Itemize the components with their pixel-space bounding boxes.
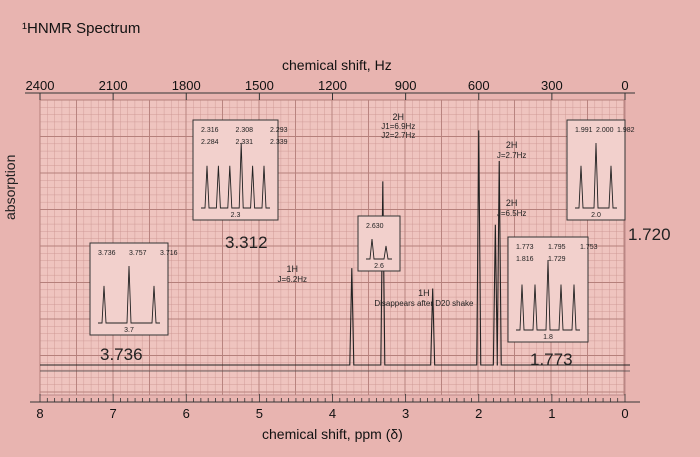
inset-box xyxy=(357,215,401,272)
peak-coupling-label: J1=6.9Hz xyxy=(381,122,415,131)
inset-box xyxy=(192,119,279,221)
inset-trace xyxy=(98,265,160,324)
inset-peak-label: 3.736 xyxy=(98,250,116,257)
peak-coupling-label: J2=2.7Hz xyxy=(381,131,415,140)
peak-multiplicity-label: 1H xyxy=(287,264,299,274)
bottom-axis-tick-label: 2 xyxy=(475,406,482,421)
inset-peak-label: 2.293 xyxy=(270,127,288,134)
peak-multiplicity-label: 2H xyxy=(393,112,405,122)
inset-big-label: 3.736 xyxy=(100,345,143,364)
inset-box xyxy=(89,242,169,336)
top-axis-tick-label: 600 xyxy=(468,78,490,93)
bottom-axis-tick-label: 1 xyxy=(548,406,555,421)
inset-trace xyxy=(575,142,617,209)
top-axis-tick-label: 900 xyxy=(395,78,417,93)
inset-center-label: 3.7 xyxy=(124,327,134,334)
inset-peak-label: 1.729 xyxy=(548,256,566,263)
bottom-axis-tick-label: 3 xyxy=(402,406,409,421)
inset-peak-label: 1.991 xyxy=(575,127,593,134)
top-axis-tick-label: 0 xyxy=(621,78,628,93)
top-axis-tick-label: 1500 xyxy=(245,78,274,93)
expansion-insets: 3.736 3.757 3.716 3.7 3.736 2.316 2.308 2.293 2.… xyxy=(89,119,671,369)
bottom-axis-tick-label: 8 xyxy=(36,406,43,421)
bottom-axis: 8 7 6 5 4 3 2 1 0 xyxy=(30,394,640,421)
bottom-axis-tick-label: 5 xyxy=(256,406,263,421)
inset-peak-label: 2.630 xyxy=(366,223,384,230)
bottom-axis-tick-label: 0 xyxy=(621,406,628,421)
inset-trace xyxy=(201,142,270,209)
bottom-axis-label: chemical shift, ppm (δ) xyxy=(262,426,403,442)
inset-peak-label: 2.284 xyxy=(201,139,219,146)
inset-center-label: 2.3 xyxy=(231,212,241,219)
inset-center-label: 1.8 xyxy=(543,334,553,341)
inset-trace xyxy=(516,259,580,331)
inset-big-label: 3.312 xyxy=(225,233,268,252)
top-axis-tick-label: 2400 xyxy=(26,78,55,93)
bottom-axis-tick-label: 7 xyxy=(110,406,117,421)
bottom-axis-tick-label: 6 xyxy=(183,406,190,421)
inset-box xyxy=(566,119,626,221)
peak-multiplicity-label: 2H xyxy=(506,198,518,208)
inset-trace xyxy=(366,238,392,260)
inset-peak-label: 3.757 xyxy=(129,250,147,257)
peak-coupling-label: J=6.5Hz xyxy=(497,209,527,218)
inset-peak-label: 2.331 xyxy=(236,139,254,146)
inset-peak-label: 1.795 xyxy=(548,244,566,251)
bottom-axis-tick-label: 4 xyxy=(329,406,336,421)
inset-peak-label: 1.816 xyxy=(516,256,534,263)
inset-peak-label: 2.308 xyxy=(236,127,254,134)
peak-multiplicity-label: 1H xyxy=(418,288,430,298)
inset-peak-label: 2.316 xyxy=(201,127,219,134)
top-axis-tick-label: 2100 xyxy=(99,78,128,93)
top-axis-tick-label: 1800 xyxy=(172,78,201,93)
peak-coupling-label: J=6.2Hz xyxy=(277,275,307,284)
spectrum-trace xyxy=(40,130,630,366)
inset-peak-label: 1.982 xyxy=(617,127,635,134)
inset-big-label: 1.720 xyxy=(628,225,671,244)
top-axis: 2400 2100 1800 1500 1200 900 600 300 0 xyxy=(25,78,635,100)
inset-peak-label: 2.000 xyxy=(596,127,614,134)
inset-peak-label: 1.753 xyxy=(580,244,598,251)
top-axis-label: chemical shift, Hz xyxy=(282,57,392,73)
inset-center-label: 2.6 xyxy=(374,263,384,270)
inset-peak-label: 3.716 xyxy=(160,250,178,257)
peak-coupling-label: J=2.7Hz xyxy=(497,151,527,160)
chart-title: ¹HNMR Spectrum xyxy=(22,20,141,37)
inset-peak-label: 1.773 xyxy=(516,244,534,251)
peak-coupling-label: Disappears after D20 shake xyxy=(374,299,474,308)
inset-big-label: 1.773 xyxy=(530,350,573,369)
peak-annotations: 1HJ=6.2Hz2HJ1=6.9HzJ2=2.7Hz1HDisappears … xyxy=(40,112,630,372)
top-axis-tick-label: 300 xyxy=(541,78,563,93)
peak-multiplicity-label: 2H xyxy=(506,140,518,150)
inset-center-label: 2.0 xyxy=(591,212,601,219)
inset-peak-label: 2.339 xyxy=(270,139,288,146)
top-axis-tick-label: 1200 xyxy=(318,78,347,93)
